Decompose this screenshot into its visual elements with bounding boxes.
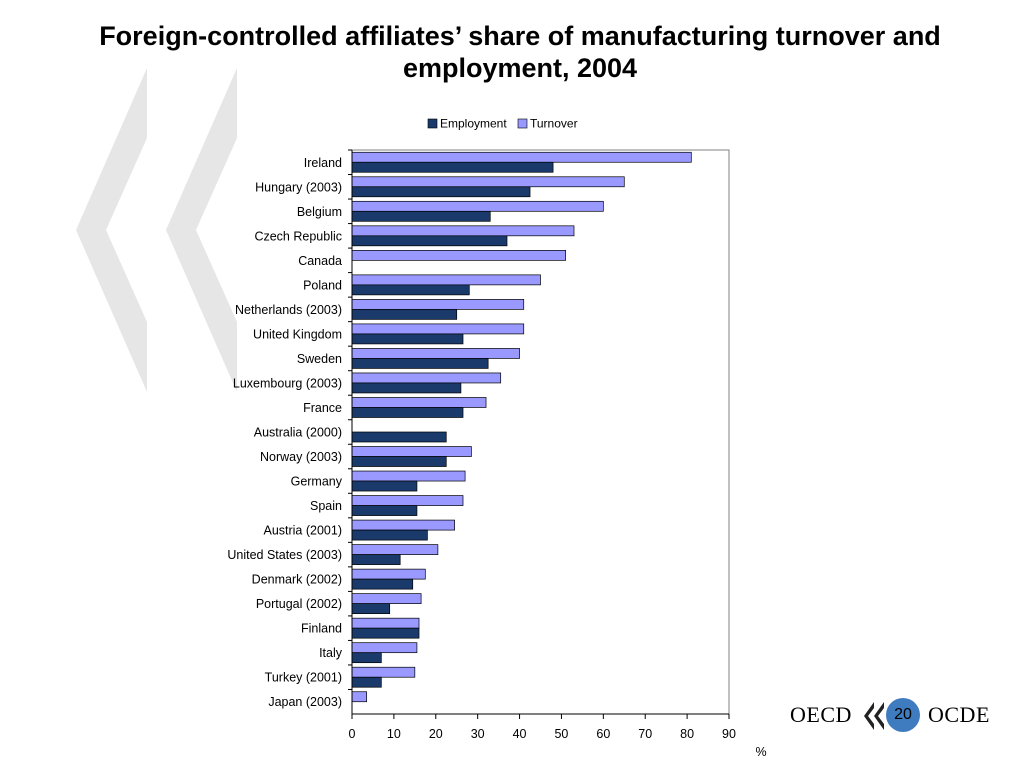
- logo-oecd-text: OECD: [790, 702, 852, 727]
- bar-employment: [351, 186, 531, 198]
- x-tick-label: 10: [387, 727, 401, 741]
- bar-turnover: [351, 617, 420, 629]
- x-tick-label: 90: [722, 727, 736, 741]
- category-label: Turkey (2001): [265, 671, 342, 685]
- category-label: Sweden: [297, 352, 342, 366]
- bar-turnover: [351, 446, 472, 457]
- legend-swatch-turnover: [517, 118, 528, 129]
- bar-turnover: [351, 544, 439, 555]
- bar-employment: [351, 358, 489, 369]
- bar-turnover: [351, 519, 455, 531]
- bar-employment: [351, 309, 458, 320]
- legend-label-employment: Employment: [440, 117, 507, 131]
- category-label: Netherlands (2003): [235, 303, 342, 317]
- bar-employment: [351, 382, 462, 394]
- bar-employment: [351, 456, 447, 467]
- x-tick-label: 70: [638, 727, 652, 741]
- bar-employment: [351, 627, 420, 639]
- bar-employment: [351, 529, 428, 541]
- bar-employment: [351, 284, 470, 296]
- category-label: United Kingdom: [253, 327, 342, 341]
- category-label: Ireland: [304, 156, 342, 170]
- bar-employment: [351, 480, 418, 492]
- category-label: Australia (2000): [254, 426, 342, 440]
- bar-turnover: [351, 642, 418, 654]
- bar-turnover: [351, 200, 604, 212]
- bar-employment: [351, 235, 508, 247]
- category-label: Hungary (2003): [255, 180, 342, 194]
- bar-turnover: [351, 249, 566, 261]
- oecd-watermark-chevrons: [76, 68, 237, 392]
- category-label: Italy: [319, 646, 343, 660]
- category-label: Belgium: [297, 205, 342, 219]
- bar-turnover: [351, 593, 422, 605]
- bar-employment: [351, 161, 554, 173]
- x-tick-label: 60: [596, 727, 610, 741]
- x-tick-label: 80: [680, 727, 694, 741]
- bar-turnover: [351, 225, 575, 237]
- page-number-badge: 20: [886, 698, 920, 732]
- category-label: Finland: [301, 622, 342, 636]
- oecd-logo: OECD 20 OCDE: [788, 696, 998, 736]
- bar-employment: [351, 554, 401, 565]
- bar-employment: [351, 603, 391, 615]
- x-tick-label: 30: [471, 727, 485, 741]
- bar-turnover: [351, 666, 416, 678]
- bar-turnover: [351, 323, 525, 335]
- category-label: Spain: [310, 499, 342, 513]
- bar-employment: [351, 210, 491, 222]
- bar-turnover: [351, 348, 520, 359]
- category-label: Germany: [291, 475, 343, 489]
- x-tick-label: 0: [349, 727, 356, 741]
- bar-turnover: [351, 470, 466, 482]
- bar-turnover: [351, 274, 541, 286]
- bar-employment: [351, 431, 447, 443]
- bar-turnover: [351, 299, 525, 310]
- bar-turnover: [351, 495, 464, 506]
- category-label: Luxembourg (2003): [233, 376, 342, 390]
- bar-employment: [351, 333, 464, 345]
- category-label: Austria (2001): [263, 524, 342, 538]
- x-tick-label: 50: [554, 727, 568, 741]
- legend-swatch-employment: [427, 118, 438, 129]
- category-label: Czech Republic: [254, 229, 342, 243]
- x-axis-label: %: [755, 745, 766, 759]
- logo-ocde-text: OCDE: [928, 702, 990, 727]
- category-label: Portugal (2002): [256, 597, 342, 611]
- category-label: Canada: [298, 254, 342, 268]
- bar-turnover: [351, 397, 487, 408]
- slide-title: Foreign-controlled affiliates’ share of …: [99, 21, 941, 83]
- bar-employment: [351, 652, 382, 664]
- bar-employment: [351, 407, 464, 418]
- bar-turnover: [351, 568, 426, 580]
- category-label: France: [303, 401, 342, 415]
- legend-label-turnover: Turnover: [530, 117, 578, 131]
- category-label: Norway (2003): [260, 450, 342, 464]
- category-label: Denmark (2002): [252, 573, 342, 587]
- bar-employment: [351, 505, 418, 516]
- x-tick-label: 40: [513, 727, 527, 741]
- x-tick-label: 20: [429, 727, 443, 741]
- category-label: United States (2003): [227, 548, 342, 562]
- bar-turnover: [351, 151, 692, 163]
- oecd-chevron-icon: [864, 702, 884, 730]
- bar-turnover: [351, 176, 625, 188]
- bar-turnover: [351, 691, 368, 703]
- bar-turnover: [351, 372, 502, 384]
- bar-employment: [351, 578, 414, 590]
- category-label: Poland: [303, 278, 342, 292]
- category-label: Japan (2003): [268, 695, 342, 709]
- bar-employment: [351, 676, 382, 688]
